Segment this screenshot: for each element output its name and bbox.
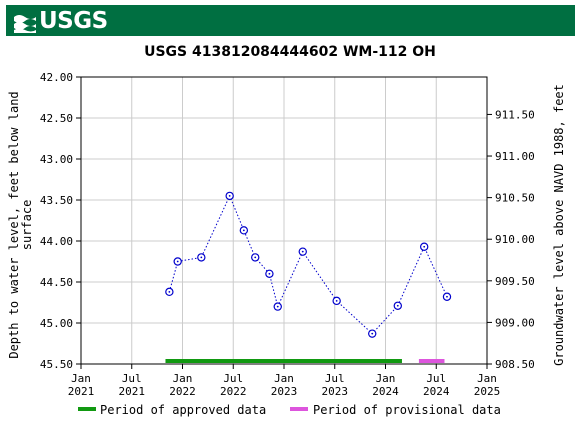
left-axis-label-line2: surface — [20, 200, 34, 251]
right-tick-label: 911.50 — [495, 108, 535, 121]
x-tick-year: 2022 — [169, 385, 196, 398]
right-axis-label: Groundwater level above NAVD 1988, feet — [552, 84, 566, 366]
series-line — [168, 194, 448, 335]
legend: Period of approved data Period of provis… — [78, 403, 501, 417]
x-tick-year: 2023 — [271, 385, 298, 398]
data-point-center — [176, 260, 179, 263]
water-level-series — [165, 191, 452, 338]
right-tick-label: 908.50 — [495, 358, 535, 371]
right-tick-label: 909.50 — [495, 275, 535, 288]
usgs-wave-icon — [14, 15, 36, 33]
data-point-center — [301, 250, 304, 253]
x-tick-year: 2021 — [119, 385, 146, 398]
legend-approved-label: Period of approved data — [100, 403, 266, 417]
data-point-center — [168, 290, 171, 293]
x-tick-month: Jan — [71, 372, 91, 385]
data-point-center — [276, 305, 279, 308]
left-tick-label: 43.50 — [40, 194, 73, 207]
data-point-center — [396, 304, 399, 307]
legend-approved-swatch — [78, 407, 96, 411]
legend-provisional-label: Period of provisional data — [313, 403, 501, 417]
x-tick-year: 2024 — [372, 385, 399, 398]
x-tick-year: 2021 — [68, 385, 95, 398]
data-point-center — [254, 256, 257, 259]
data-point-center — [446, 295, 448, 298]
data-point-center — [335, 299, 338, 302]
grid-lines — [81, 77, 487, 364]
right-tick-label: 911.00 — [495, 150, 535, 163]
left-tick-label: 45.50 — [40, 358, 73, 371]
x-axis-ticks: Jan2021Jul2021Jan2022Jul2022Jan2023Jul20… — [68, 364, 501, 398]
data-periods — [165, 359, 445, 363]
left-tick-label: 43.00 — [40, 153, 73, 166]
x-tick-year: 2022 — [220, 385, 247, 398]
legend-provisional-swatch — [290, 407, 308, 411]
left-tick-label: 42.00 — [40, 71, 73, 84]
left-tick-label: 45.00 — [40, 317, 73, 330]
left-tick-label: 42.50 — [40, 112, 73, 125]
right-tick-label: 910.50 — [495, 192, 535, 205]
data-point-center — [268, 272, 271, 275]
x-tick-month: Jan — [376, 372, 396, 385]
right-tick-label: 910.00 — [495, 233, 535, 246]
x-tick-year: 2025 — [474, 385, 501, 398]
x-tick-month: Jan — [477, 372, 497, 385]
usgs-logo-text: USGS — [39, 8, 108, 34]
x-tick-year: 2023 — [322, 385, 349, 398]
data-point-center — [371, 332, 374, 335]
x-tick-month: Jul — [223, 372, 243, 385]
data-point-center — [242, 229, 245, 232]
x-tick-month: Jul — [122, 372, 142, 385]
x-tick-year: 2024 — [423, 385, 450, 398]
data-point-center — [200, 256, 203, 259]
approved-period-bar — [165, 359, 402, 363]
left-axis-label-line1: Depth to water level, feet below land — [7, 91, 21, 358]
left-tick-label: 44.00 — [40, 235, 73, 248]
right-axis-ticks: 911.50 911.00 910.50 910.00 909.50 909.00 908.… — [487, 108, 535, 371]
x-tick-month: Jul — [325, 372, 345, 385]
left-axis-ticks: 42.00 42.50 43.00 43.50 44.00 44.50 45.00 45.50 — [40, 71, 81, 371]
chart-title: USGS 413812084444602 WM-112 OH — [144, 44, 436, 60]
x-tick-month: Jul — [426, 372, 446, 385]
usgs-banner: USGS — [6, 5, 575, 36]
x-tick-month: Jan — [274, 372, 294, 385]
x-tick-month: Jan — [173, 372, 193, 385]
data-point-center — [228, 195, 231, 197]
left-tick-label: 44.50 — [40, 276, 73, 289]
data-point-center — [423, 245, 426, 248]
provisional-period-bar — [418, 359, 445, 363]
right-tick-label: 909.00 — [495, 316, 535, 329]
